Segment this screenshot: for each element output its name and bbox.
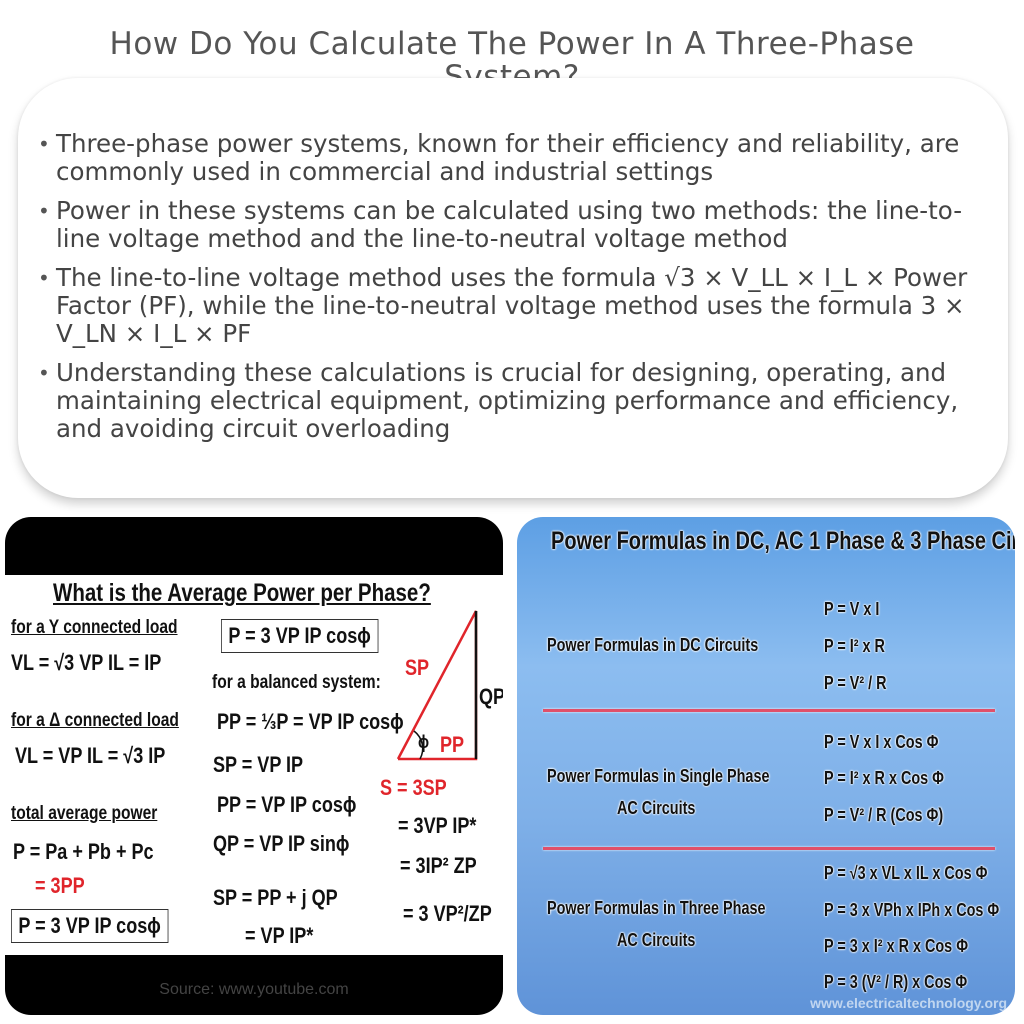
total-power-equation: P = Pa + Pb + Pc bbox=[13, 839, 154, 864]
triangle-pp-label: PP bbox=[440, 732, 465, 757]
section-label: Power Formulas in DC Circuits bbox=[547, 635, 759, 655]
bullet-item: Three-phase power systems, known for the… bbox=[36, 130, 996, 186]
average-power-image: What is the Average Power per Phase? for… bbox=[5, 517, 503, 1015]
bullet-item: The line-to-line voltage method uses the… bbox=[36, 264, 996, 348]
formula: P = I² x R x Cos Φ bbox=[824, 768, 944, 788]
formula: P = 3 x VPh x IPh x Cos Φ bbox=[824, 900, 1000, 920]
complex-power-equation-2: = VP IP* bbox=[245, 923, 314, 948]
formula: P = V² / R bbox=[824, 673, 887, 693]
delta-load-label: for a Δ connected load bbox=[11, 710, 179, 731]
s-equation-3: = 3IP² ZP bbox=[400, 853, 477, 878]
formula: P = V x I bbox=[824, 599, 880, 619]
delta-load-equation: VL = VP IL = √3 IP bbox=[15, 743, 166, 768]
image-heading: Power Formulas in DC, AC 1 Phase & 3 Pha… bbox=[551, 527, 1015, 555]
angle-arc bbox=[413, 730, 424, 760]
triangle-qp-label: QP bbox=[479, 684, 503, 709]
formula: P = V² / R (Cos Φ) bbox=[824, 805, 944, 825]
triangle-sp-label: SP bbox=[405, 655, 430, 680]
s-equation-4: = 3 VP²/ZP bbox=[403, 901, 492, 926]
divider bbox=[543, 847, 995, 850]
formula: P = 3 (V² / R) x Cos Φ bbox=[824, 972, 968, 992]
sp-equation: SP = VP IP bbox=[213, 752, 304, 777]
bullet-item: Understanding these calculations is cruc… bbox=[36, 359, 996, 443]
image-source: Source: www.youtube.com bbox=[159, 981, 349, 998]
bullet-list: Three-phase power systems, known for the… bbox=[36, 130, 996, 454]
formula: P = I² x R bbox=[824, 636, 885, 656]
pp-equation: PP = ⅓P = VP IP cosϕ bbox=[217, 709, 404, 734]
watermark: www.electricaltechnology.org bbox=[810, 995, 1007, 1011]
section-label: Power Formulas in Single Phase bbox=[547, 766, 770, 786]
power-triangle bbox=[396, 610, 478, 761]
total-power-equation-2: = 3PP bbox=[35, 873, 85, 898]
top-band bbox=[5, 517, 503, 575]
formula: P = 3 x I² x R x Cos Φ bbox=[824, 936, 969, 956]
bottom-band bbox=[5, 955, 503, 1015]
y-load-equation: VL = √3 VP IL = IP bbox=[11, 650, 162, 675]
section-label: AC Circuits bbox=[617, 798, 696, 818]
total-power-label: total average power bbox=[11, 803, 158, 824]
section-label: AC Circuits bbox=[617, 930, 696, 950]
page-title: How Do You Calculate The Power In A Thre… bbox=[109, 26, 915, 95]
triangle-red bbox=[396, 610, 478, 761]
total-power-boxed: P = 3 VP IP cosϕ bbox=[11, 909, 169, 943]
qp-equation: QP = VP IP sinϕ bbox=[213, 831, 350, 856]
bullet-item: Power in these systems can be calculated… bbox=[36, 197, 996, 253]
power-formulas-image: Power Formulas in DC, AC 1 Phase & 3 Pha… bbox=[517, 517, 1015, 1015]
triangle-phi-label: ϕ bbox=[418, 732, 430, 752]
s-equation-2: = 3VP IP* bbox=[398, 813, 477, 838]
section-label: Power Formulas in Three Phase bbox=[547, 898, 766, 918]
s-equation: S = 3SP bbox=[380, 775, 447, 800]
formula: P = √3 x VL x IL x Cos Φ bbox=[824, 863, 988, 883]
balanced-label: for a balanced system: bbox=[212, 672, 381, 693]
y-load-label: for a Y connected load bbox=[11, 617, 178, 638]
complex-power-equation: SP = PP + j QP bbox=[213, 885, 338, 910]
divider bbox=[543, 709, 995, 712]
main-formula-boxed: P = 3 VP IP cosϕ bbox=[221, 619, 379, 653]
formula: P = V x I x Cos Φ bbox=[824, 732, 939, 752]
image-heading: What is the Average Power per Phase? bbox=[53, 579, 431, 607]
pp-equation-2: PP = VP IP cosϕ bbox=[217, 792, 357, 817]
